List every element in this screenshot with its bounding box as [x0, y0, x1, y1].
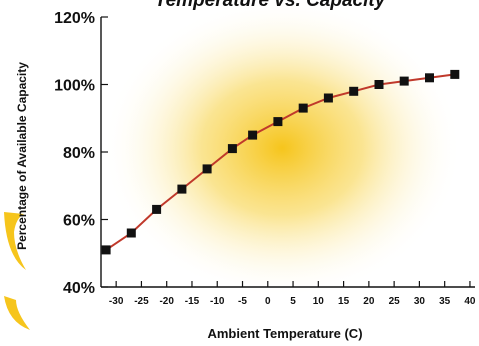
y-tick-label: 120% — [54, 10, 95, 27]
background-glow — [102, 0, 462, 298]
y-tick-label: 100% — [54, 78, 95, 95]
accent-arc-upper — [4, 212, 26, 270]
data-point — [273, 117, 283, 127]
x-tick-label: 20 — [363, 296, 375, 307]
data-point — [425, 73, 434, 83]
data-point — [298, 103, 308, 113]
axes — [100, 16, 475, 288]
plot-area — [101, 69, 460, 255]
data-point — [152, 204, 162, 214]
y-tick-label: 40% — [63, 280, 95, 297]
x-tick-label: -25 — [134, 296, 149, 307]
data-point — [126, 228, 136, 238]
x-tick-label: -30 — [109, 296, 124, 307]
y-tick-label: 60% — [63, 213, 95, 230]
x-axis-label: Ambient Temperature (C) — [207, 326, 362, 341]
data-point — [101, 245, 111, 255]
data-point — [177, 184, 187, 194]
x-tick-label: 25 — [389, 296, 401, 307]
data-point — [374, 80, 384, 89]
data-point — [248, 130, 258, 140]
x-tick-label: -5 — [238, 296, 247, 307]
data-point — [227, 144, 237, 154]
x-tick-label: 5 — [290, 296, 296, 307]
x-tick-label: 30 — [414, 296, 426, 307]
x-tick-label: 0 — [265, 296, 271, 307]
x-tick-label: 15 — [338, 296, 350, 307]
data-point — [323, 93, 333, 103]
x-tick-label: -15 — [185, 296, 200, 307]
data-point — [202, 164, 212, 174]
y-tick-label: 80% — [63, 145, 95, 162]
data-point — [399, 76, 409, 86]
x-tick-label: -10 — [210, 296, 225, 307]
chart-title: Temperature vs. Capacity — [155, 0, 387, 11]
data-point — [349, 86, 359, 96]
tick-labels: 40% 60% 80% 100% 120% -30 -25 -20 -15 -10 -5 0 5 10 15… — [54, 10, 476, 307]
data-point — [450, 69, 460, 79]
x-tick-label: 35 — [439, 296, 451, 307]
y-axis-label: Percentage of Available Capacity — [15, 62, 29, 250]
x-tick-label: -20 — [159, 296, 174, 307]
x-tick-label: 40 — [464, 296, 476, 307]
x-tick-label: 10 — [313, 296, 325, 307]
accent-arc-lower — [4, 296, 30, 330]
